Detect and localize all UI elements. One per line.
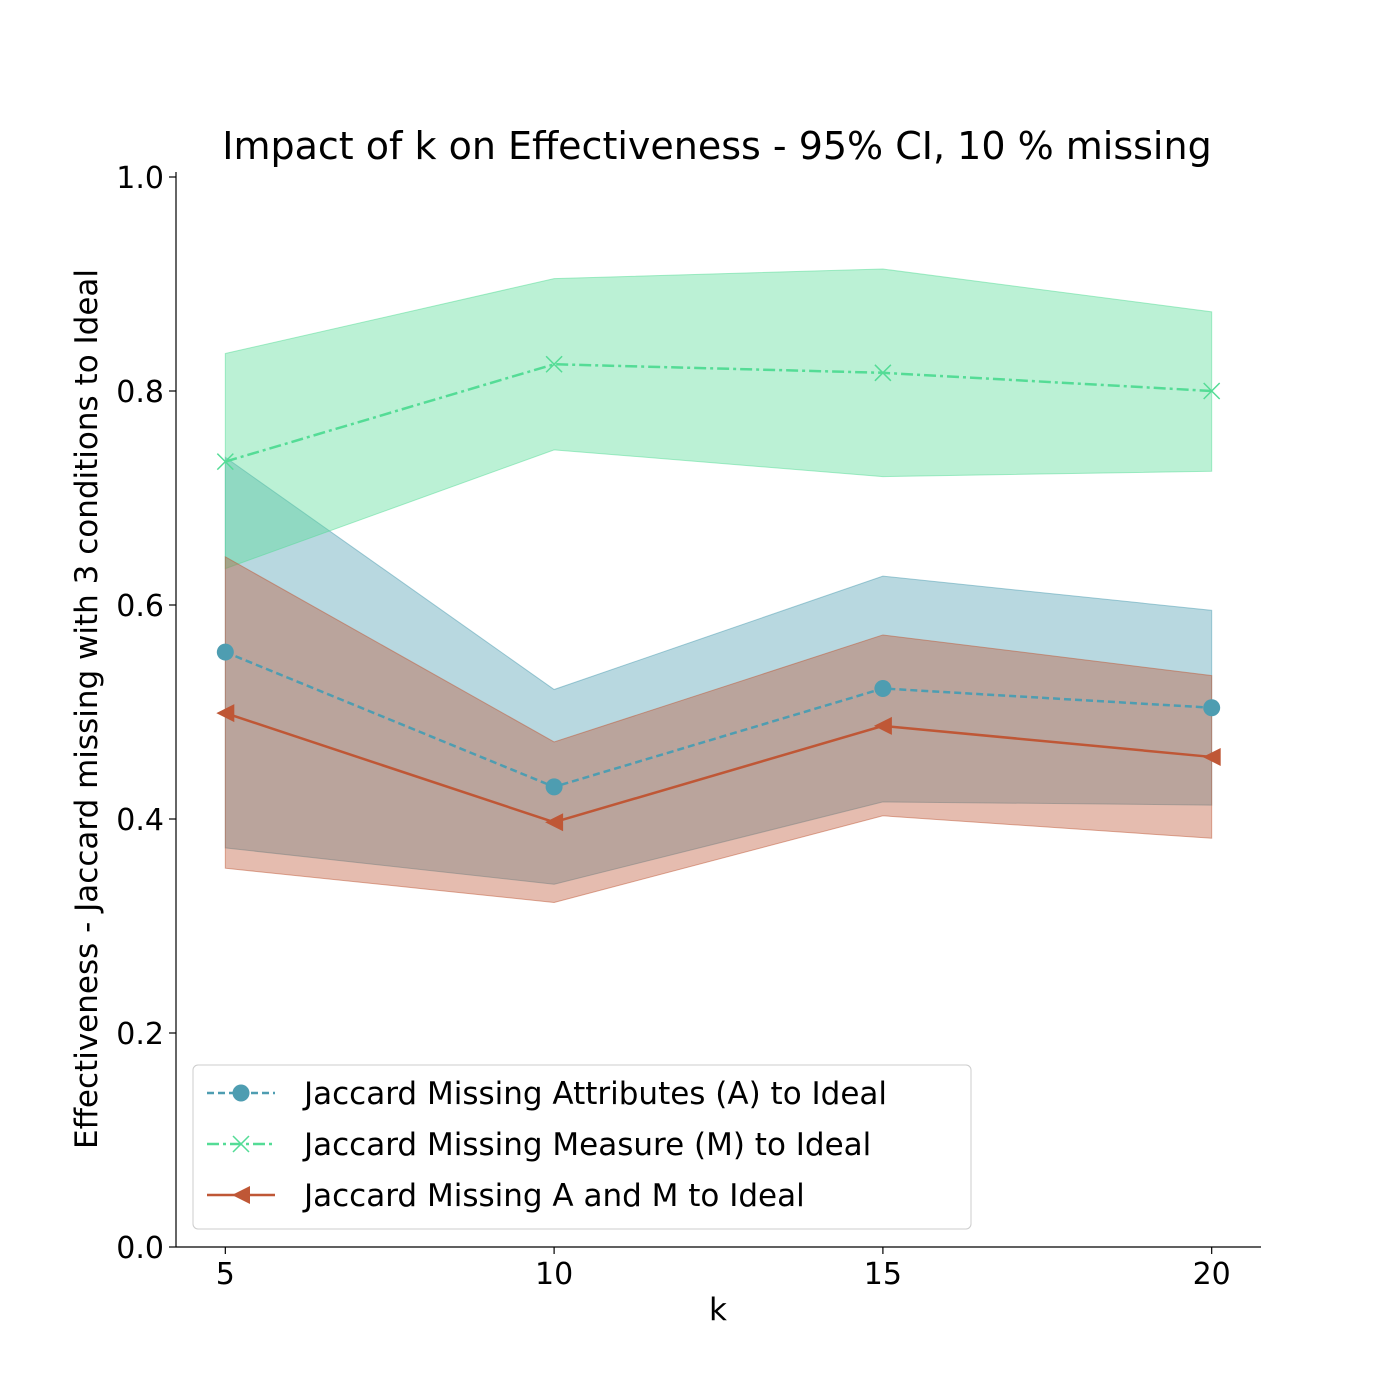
y-axis-label: Effectiveness - Jaccard missing with 3 c… [69, 269, 105, 1149]
legend-label-3: Jaccard Missing A and M to Ideal [302, 1178, 805, 1214]
y-tick-label: 0.2 [116, 1017, 164, 1052]
data-point-2-4 [1203, 382, 1221, 400]
data-point-3-2 [545, 813, 564, 832]
x-ticks: 5 10 15 20 [216, 1247, 1231, 1292]
data-point-1-4 [1203, 699, 1221, 717]
x-axis-label: k [709, 1292, 727, 1328]
data-point-1-2 [545, 778, 563, 796]
x-tick-label: 15 [864, 1257, 902, 1292]
data-point-1-1 [216, 643, 234, 661]
data-point-3-1 [216, 704, 235, 723]
legend-label-1: Jaccard Missing Attributes (A) to Ideal [302, 1076, 887, 1112]
y-tick-label: 1.0 [116, 161, 164, 196]
data-point-3-3 [873, 716, 892, 735]
y-tick-label: 0.0 [116, 1231, 164, 1266]
series-line-2 [224, 362, 1212, 463]
series-markers [216, 355, 1221, 832]
chart-title: Impact of k on Effectiveness - 95% CI, 1… [222, 124, 1211, 168]
ci-bands [224, 268, 1213, 903]
data-point-2-2 [545, 355, 563, 373]
legend-frame [192, 1064, 972, 1230]
series-line-1 [224, 650, 1212, 789]
x-tick-label: 10 [535, 1257, 573, 1292]
legend-marker-3 [232, 1186, 250, 1204]
legend-marker-1 [232, 1084, 250, 1102]
y-tick-label: 0.8 [116, 375, 164, 410]
legend-label-2: Jaccard Missing Measure (M) to Ideal [302, 1127, 871, 1163]
series-lines [224, 362, 1212, 824]
data-point-1-3 [874, 679, 892, 697]
axes [175, 172, 1261, 1248]
data-point-2-1 [216, 453, 234, 471]
ci-band-3 [224, 555, 1213, 903]
y-tick-label: 0.6 [116, 589, 164, 624]
legend: Jaccard Missing Attributes (A) to Ideal J… [192, 1064, 972, 1230]
series-line-3 [224, 711, 1212, 824]
data-point-2-3 [874, 364, 892, 382]
ci-band-2 [224, 268, 1213, 570]
legend-marker-2 [232, 1135, 250, 1153]
data-point-3-4 [1202, 747, 1221, 766]
x-tick-label: 5 [216, 1257, 235, 1292]
y-tick-label: 0.4 [116, 803, 164, 838]
x-tick-label: 20 [1193, 1257, 1231, 1292]
y-ticks: 0.0 0.2 0.4 0.6 0.8 1.0 [116, 161, 176, 1266]
